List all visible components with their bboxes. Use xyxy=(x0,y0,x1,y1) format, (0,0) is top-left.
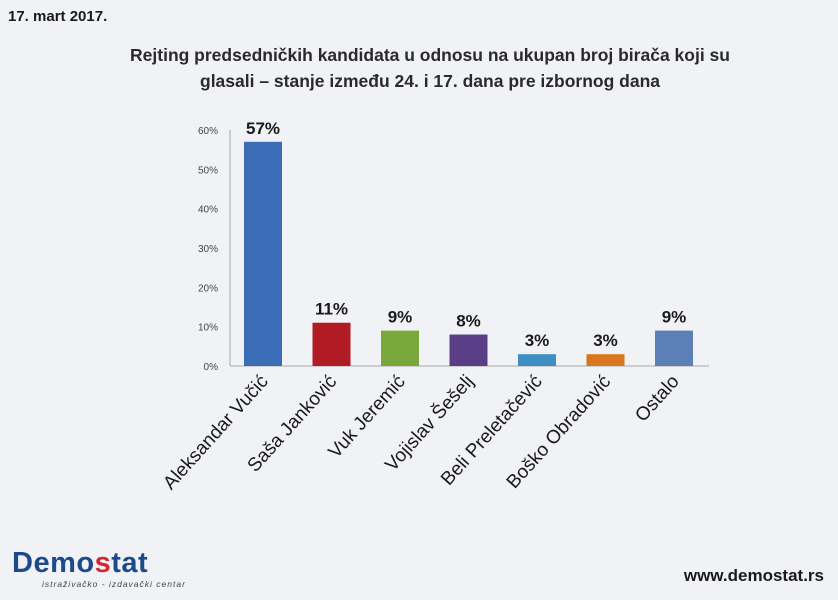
bar xyxy=(655,330,693,366)
category-label: Ostalo xyxy=(631,371,683,426)
bar xyxy=(449,334,488,366)
bar-data-label: 57% xyxy=(246,119,280,138)
bar-data-label: 11% xyxy=(315,300,348,319)
y-tick-label: 40% xyxy=(198,205,218,216)
bar-data-label: 8% xyxy=(456,312,481,331)
bar xyxy=(586,354,625,366)
y-tick-label: 20% xyxy=(198,283,218,294)
bar xyxy=(312,322,351,366)
logo-text-part-1: Demo xyxy=(12,547,95,579)
chart-title: Rejting predsedničkih kandidata u odnosu… xyxy=(60,42,800,94)
chart-title-line-1: Rejting predsedničkih kandidata u odnosu… xyxy=(130,45,730,65)
y-tick-label: 10% xyxy=(198,323,218,334)
report-date: 17. mart 2017. xyxy=(8,8,108,25)
logo-wordmark: Demostat xyxy=(12,548,186,578)
y-tick-label: 60% xyxy=(198,126,218,137)
bar-data-label: 9% xyxy=(662,308,687,327)
bar-data-label: 9% xyxy=(388,308,413,327)
y-tick-label: 0% xyxy=(204,362,219,373)
logo-subtitle: istraživačko - izdavački centar xyxy=(42,579,186,589)
demostat-logo: Demostat istraživačko - izdavački centar xyxy=(12,548,186,589)
y-tick-label: 30% xyxy=(198,244,218,255)
bar xyxy=(518,354,556,366)
bar xyxy=(381,330,419,366)
chart-title-line-2: glasali – stanje između 24. i 17. dana p… xyxy=(200,71,660,91)
bar xyxy=(244,141,282,366)
category-label: Aleksandar Vučić xyxy=(159,371,272,494)
y-tick-label: 50% xyxy=(198,165,218,176)
logo-text-part-2: tat xyxy=(111,547,149,579)
bar-data-label: 3% xyxy=(525,331,550,350)
bar-data-label: 3% xyxy=(593,331,618,350)
website-link[interactable]: www.demostat.rs xyxy=(683,566,824,585)
logo-text-accent: s xyxy=(94,547,112,579)
